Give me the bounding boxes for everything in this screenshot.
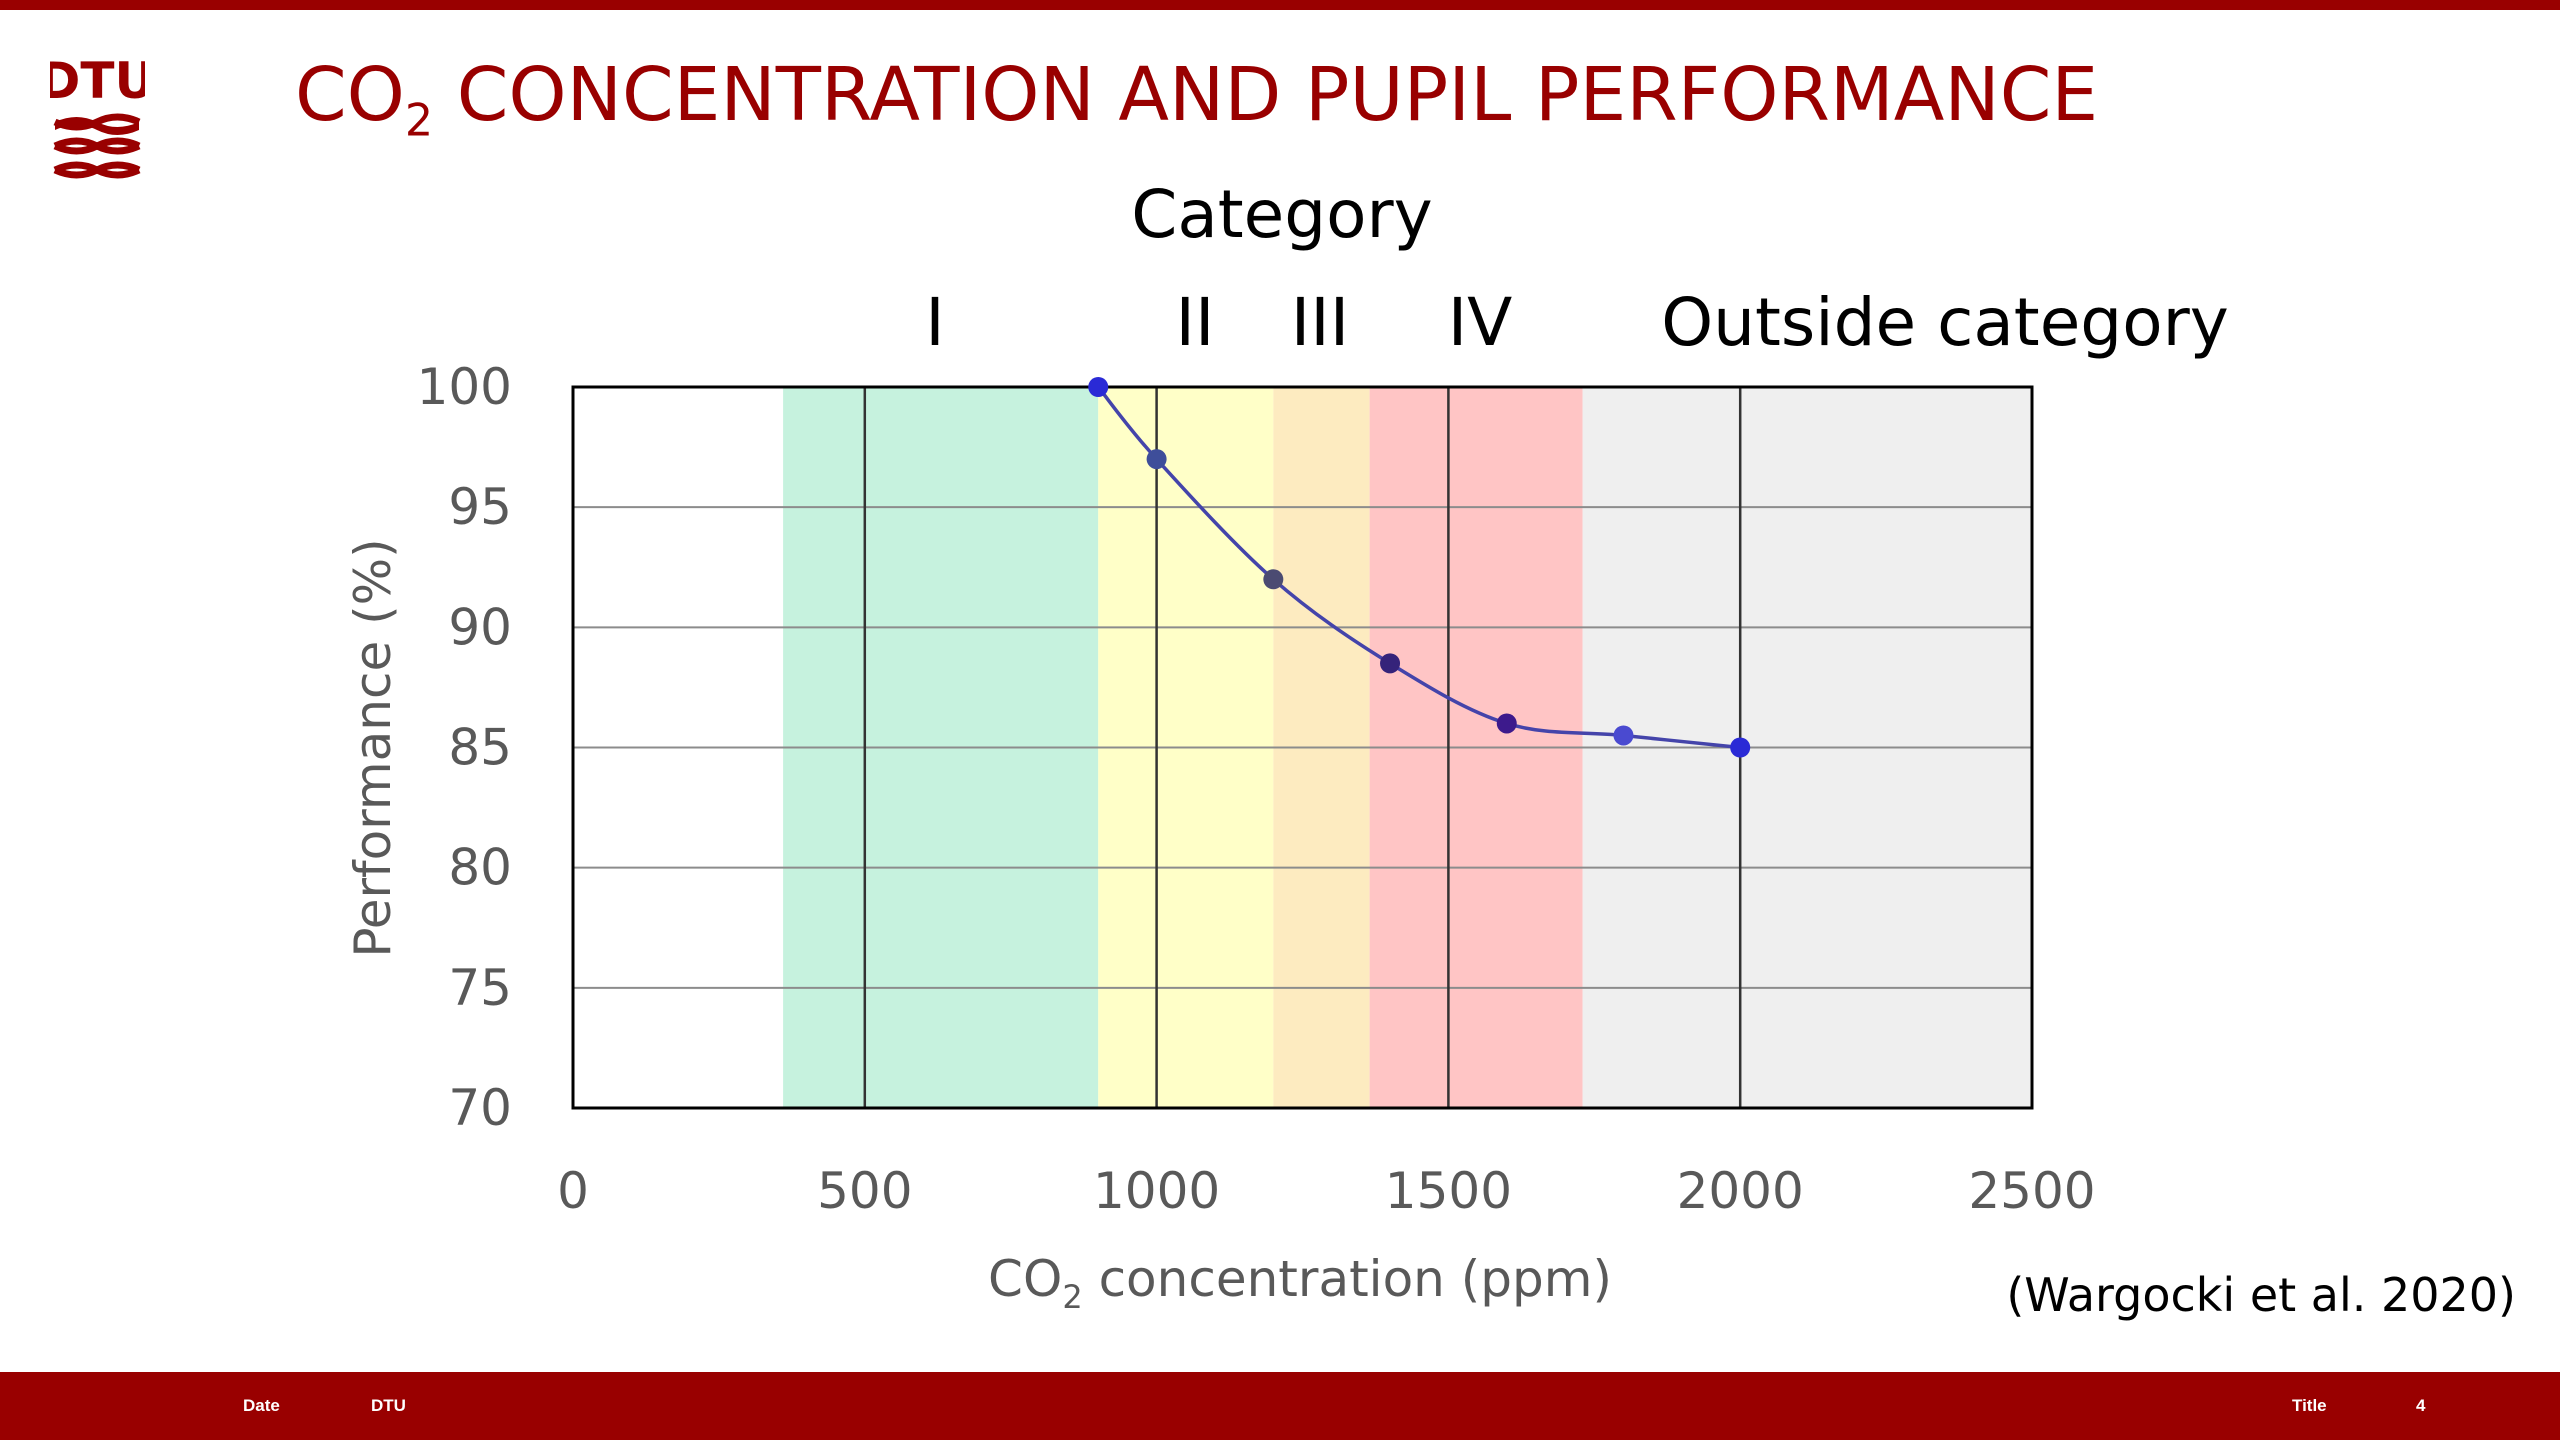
data-point-7: [1730, 737, 1751, 758]
category-label-1: I: [925, 284, 944, 361]
x-tick-label-1500: 1500: [1385, 1162, 1512, 1220]
x-tick-label-2500: 2500: [1968, 1162, 2095, 1220]
data-point-6: [1613, 725, 1634, 746]
x-axis-label-suffix: concentration (ppm): [1083, 1250, 1612, 1308]
y-tick-label-90: 90: [448, 598, 512, 656]
footer-date: Date: [243, 1396, 280, 1415]
category-label-5: Outside category: [1661, 284, 2229, 361]
logo-wave-1b: [53, 113, 141, 131]
y-tick-label-80: 80: [448, 839, 512, 897]
category-heading: Category: [1131, 176, 1432, 253]
slide-title-suffix: CONCENTRATION AND PUPIL PERFORMANCE: [433, 52, 2099, 138]
y-tick-label-75: 75: [448, 959, 512, 1017]
category-label-4: IV: [1448, 284, 1513, 361]
dtu-logo-text: DTU: [50, 52, 145, 110]
slide-title: CO2 CONCENTRATION AND PUPIL PERFORMANCE: [295, 52, 2099, 143]
x-axis-label-subscript: 2: [1062, 1278, 1082, 1316]
x-tick-label-500: 500: [817, 1162, 912, 1220]
category-label-3: III: [1291, 284, 1349, 361]
x-tick-label-2000: 2000: [1677, 1162, 1804, 1220]
data-point-4: [1380, 653, 1401, 674]
data-point-3: [1263, 569, 1284, 590]
slide-title-prefix: CO: [295, 52, 405, 138]
logo-wave-1: [55, 117, 139, 135]
x-tick-label-0: 0: [557, 1162, 589, 1220]
data-point-5: [1496, 713, 1517, 734]
dtu-logo: DTU: [50, 52, 145, 179]
footer-org: DTU: [371, 1396, 406, 1415]
logo-wave-3b: [53, 161, 141, 179]
data-point-2: [1146, 449, 1167, 470]
y-tick-label-100: 100: [417, 358, 512, 416]
y-tick-label-70: 70: [448, 1079, 512, 1137]
logo-wave-2b: [53, 137, 141, 155]
footer-page-number: 4: [2416, 1396, 2426, 1415]
plot-area-border: [571, 385, 2034, 1110]
slide-title-subscript: 2: [404, 95, 434, 147]
x-tick-label-1000: 1000: [1093, 1162, 1220, 1220]
footer-title: Title: [2292, 1396, 2327, 1415]
data-point-1: [1088, 377, 1109, 397]
x-axis-label-prefix: CO: [988, 1250, 1062, 1308]
y-tick-label-95: 95: [448, 478, 512, 536]
y-axis-label: Performance (%): [344, 538, 402, 957]
footer-bar: Date DTU Title 4: [0, 1372, 2560, 1440]
x-axis-label: CO2 concentration (ppm): [988, 1250, 1612, 1316]
category-label-2: II: [1176, 284, 1215, 361]
citation: (Wargocki et al. 2020): [2006, 1268, 2516, 1322]
top-accent-bar: [0, 0, 2560, 10]
y-tick-label-85: 85: [448, 719, 512, 777]
